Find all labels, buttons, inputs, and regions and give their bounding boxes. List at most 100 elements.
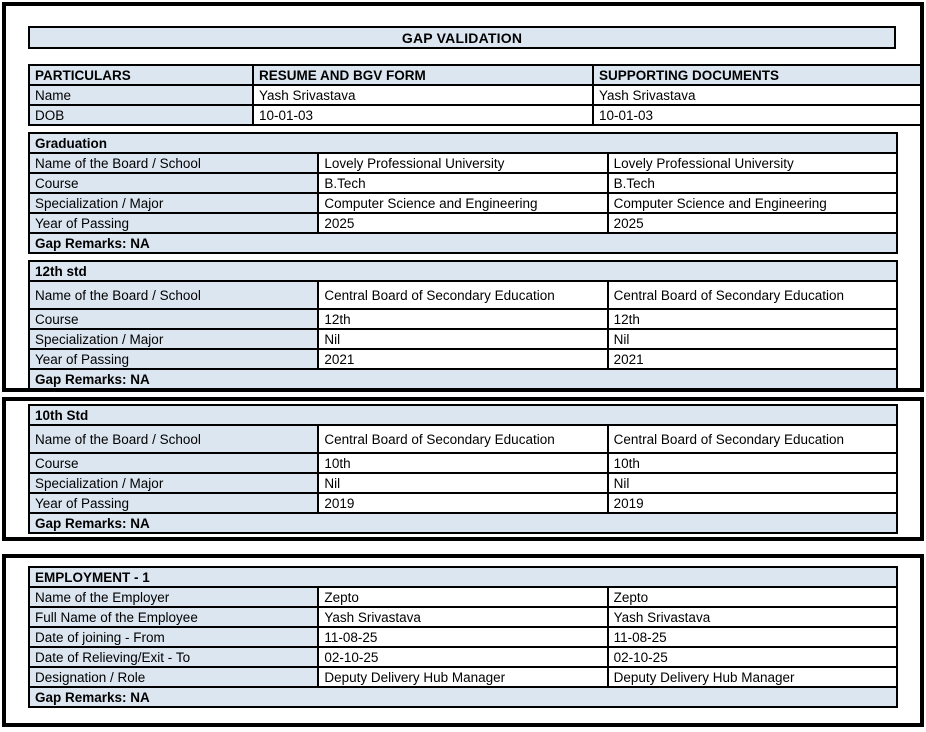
table-row: Specialization / Major Computer Science …	[27, 192, 899, 214]
supporting-value: 10th	[606, 452, 899, 474]
document-title: GAP VALIDATION	[28, 26, 896, 49]
table-row: Name of the Board / School Central Board…	[27, 280, 899, 310]
section-title: 10th Std	[28, 404, 898, 426]
row-label: Course	[27, 308, 320, 330]
gap-remarks-row: Gap Remarks: NA	[28, 686, 898, 708]
row-label: Date of joining - From	[27, 626, 320, 648]
section-title: Graduation	[28, 132, 898, 154]
supporting-value: Nil	[606, 328, 899, 350]
gap-remarks: Gap Remarks: NA	[28, 686, 898, 708]
resume-value: Central Board of Secondary Education	[317, 280, 609, 310]
gap-remarks: Gap Remarks: NA	[28, 232, 898, 254]
resume-value: Computer Science and Engineering	[317, 192, 609, 214]
row-label: Name of the Board / School	[27, 280, 320, 310]
table-row: Date of joining - From 11-08-25 11-08-25	[27, 626, 899, 648]
supporting-value: Deputy Delivery Hub Manager	[606, 666, 899, 688]
column-header-resume-bgv: RESUME AND BGV FORM	[252, 64, 594, 86]
resume-value: 10th	[317, 452, 609, 474]
table-row: Name of the Board / School Central Board…	[27, 424, 899, 454]
resume-value: 2019	[317, 492, 609, 514]
resume-value: Nil	[317, 328, 609, 350]
row-label: Specialization / Major	[27, 192, 320, 214]
section-title-row: 12th std	[28, 260, 898, 282]
row-label: Course	[27, 452, 320, 474]
gap-validation-main-box: GAP VALIDATION PARTICULARS RESUME AND BG…	[2, 2, 924, 392]
gap-remarks-row: Gap Remarks: NA	[28, 512, 898, 534]
gap-remarks: Gap Remarks: NA	[28, 512, 898, 534]
table-row: Name of the Employer Zepto Zepto	[27, 586, 899, 608]
table-row: Year of Passing 2021 2021	[27, 348, 899, 370]
gap-remarks: Gap Remarks: NA	[28, 368, 898, 388]
resume-value: B.Tech	[317, 172, 609, 194]
table-row: Year of Passing 2025 2025	[27, 212, 899, 234]
section-title-row: Graduation	[28, 132, 898, 154]
resume-value: 10-01-03	[252, 104, 594, 126]
supporting-value: 02-10-25	[606, 646, 899, 668]
row-label: Full Name of the Employee	[27, 606, 320, 628]
supporting-value: 2025	[606, 212, 899, 234]
table-row: Course 10th 10th	[27, 452, 899, 474]
supporting-value: Computer Science and Engineering	[606, 192, 899, 214]
supporting-value: Nil	[606, 472, 899, 494]
resume-value: 2021	[317, 348, 609, 370]
resume-value: Lovely Professional University	[317, 152, 609, 174]
row-label: Year of Passing	[27, 212, 320, 234]
supporting-value: Central Board of Secondary Education	[606, 424, 899, 454]
table-row: Course 12th 12th	[27, 308, 899, 330]
gap-remarks-row: Gap Remarks: NA	[28, 232, 898, 254]
supporting-value: 10-01-03	[592, 104, 920, 126]
twelfth-std-table: 12th std Name of the Board / School Cent…	[27, 260, 899, 388]
row-label: Name of the Board / School	[27, 152, 320, 174]
row-label: Specialization / Major	[27, 328, 320, 350]
particulars-table: PARTICULARS RESUME AND BGV FORM SUPPORTI…	[28, 64, 920, 126]
supporting-value: 11-08-25	[606, 626, 899, 648]
supporting-value: Yash Srivastava	[592, 84, 920, 106]
resume-value: Nil	[317, 472, 609, 494]
graduation-table: Graduation Name of the Board / School Lo…	[27, 132, 899, 254]
supporting-value: Central Board of Secondary Education	[606, 280, 899, 310]
table-row: Designation / Role Deputy Delivery Hub M…	[27, 666, 899, 688]
row-label: Designation / Role	[27, 666, 320, 688]
supporting-value: Yash Srivastava	[606, 606, 899, 628]
tenth-std-box: 10th Std Name of the Board / School Cent…	[2, 397, 924, 541]
supporting-value: 2021	[606, 348, 899, 370]
table-row: DOB 10-01-03 10-01-03	[28, 104, 920, 126]
resume-value: Yash Srivastava	[252, 84, 594, 106]
row-label: DOB	[28, 104, 254, 126]
section-title-row: 10th Std	[28, 404, 898, 426]
supporting-value: 12th	[606, 308, 899, 330]
row-label: Year of Passing	[27, 492, 320, 514]
resume-value: Deputy Delivery Hub Manager	[317, 666, 609, 688]
supporting-value: Lovely Professional University	[606, 152, 899, 174]
table-row: Date of Relieving/Exit - To 02-10-25 02-…	[27, 646, 899, 668]
table-row: Name of the Board / School Lovely Profes…	[27, 152, 899, 174]
resume-value: 2025	[317, 212, 609, 234]
section-title: 12th std	[28, 260, 898, 282]
row-label: Course	[27, 172, 320, 194]
table-row: Course B.Tech B.Tech	[27, 172, 899, 194]
row-label: Date of Relieving/Exit - To	[27, 646, 320, 668]
row-label: Year of Passing	[27, 348, 320, 370]
table-row: Specialization / Major Nil Nil	[27, 328, 899, 350]
row-label: Name of the Employer	[27, 586, 320, 608]
supporting-value: 2019	[606, 492, 899, 514]
table-row: Name Yash Srivastava Yash Srivastava	[28, 84, 920, 106]
resume-value: Yash Srivastava	[317, 606, 609, 628]
supporting-value: Zepto	[606, 586, 899, 608]
employment-box: EMPLOYMENT - 1 Name of the Employer Zept…	[2, 554, 924, 727]
row-label: Specialization / Major	[27, 472, 320, 494]
tenth-std-table: 10th Std Name of the Board / School Cent…	[27, 404, 899, 534]
supporting-value: B.Tech	[606, 172, 899, 194]
table-row: Year of Passing 2019 2019	[27, 492, 899, 514]
table-row: Full Name of the Employee Yash Srivastav…	[27, 606, 899, 628]
section-title: EMPLOYMENT - 1	[28, 566, 898, 588]
resume-value: 11-08-25	[317, 626, 609, 648]
table-row: Specialization / Major Nil Nil	[27, 472, 899, 494]
row-label: Name	[28, 84, 254, 106]
table-header-row: PARTICULARS RESUME AND BGV FORM SUPPORTI…	[28, 64, 920, 86]
section-title-row: EMPLOYMENT - 1	[28, 566, 898, 588]
column-header-supporting-docs: SUPPORTING DOCUMENTS	[592, 64, 920, 86]
resume-value: 02-10-25	[317, 646, 609, 668]
column-header-particulars: PARTICULARS	[28, 64, 254, 86]
employment-table: EMPLOYMENT - 1 Name of the Employer Zept…	[27, 566, 899, 708]
